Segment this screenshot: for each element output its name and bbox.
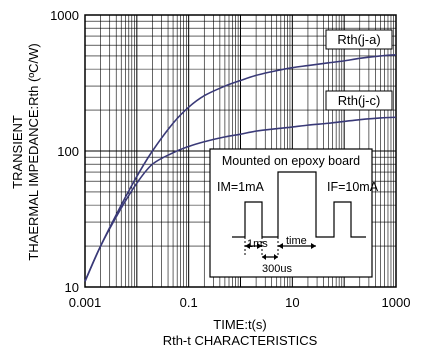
inset-if-label: IF=10mA	[327, 180, 379, 194]
arrowhead-icon	[245, 243, 250, 249]
inset-title: Mounted on epoxy board	[222, 154, 360, 168]
chart-caption: Rth-t CHARACTERISTICS	[163, 333, 318, 348]
series-line-rth-jc	[84, 116, 397, 282]
y-tick-label: 100	[57, 144, 79, 159]
x-tick-label: 10	[285, 295, 299, 310]
plot-frame	[84, 14, 397, 288]
series-lines	[84, 53, 397, 282]
label-time: time	[286, 235, 307, 247]
arrowhead-icon	[262, 254, 266, 260]
arrowhead-icon	[311, 243, 316, 249]
x-tick-label: 0.1	[180, 295, 198, 310]
series-label-rth-jc-text: Rth(j-c)	[338, 93, 381, 108]
inset-pulse-diagram: Mounted on epoxy board IM=1mA IF=10mA 1m…	[209, 148, 379, 278]
tick-labels: 0.001 0.1 10 1000 10 100 1000	[50, 8, 410, 310]
label-1ms: 1ms	[247, 238, 268, 250]
y-tick-label: 1000	[50, 8, 79, 23]
arrowhead-icon	[257, 243, 262, 249]
series-label-rth-jc: Rth(j-c)	[325, 90, 393, 111]
arrowhead-icon	[274, 254, 278, 260]
inset-box	[209, 148, 373, 278]
arrowhead-icon	[278, 243, 283, 249]
x-axis-title: TIME:t(s)	[213, 317, 266, 332]
series-label-rth-ja: Rth(j-a)	[325, 29, 393, 50]
inset-im-label: IM=1mA	[217, 180, 265, 194]
x-tick-label: 1000	[382, 295, 411, 310]
pulse-waveform	[232, 171, 366, 238]
label-300us: 300us	[262, 263, 292, 275]
y-tick-label: 10	[65, 280, 79, 295]
series-line-rth-ja	[84, 53, 397, 282]
x-tick-label: 0.001	[69, 295, 102, 310]
series-label-rth-ja-text: Rth(j-a)	[337, 32, 380, 47]
y-axis-title-line2: THAERMAL IMPEDANCE:Rth (ºC/W)	[26, 43, 41, 260]
y-axis-title-line1: TRANSIENT	[10, 115, 25, 189]
